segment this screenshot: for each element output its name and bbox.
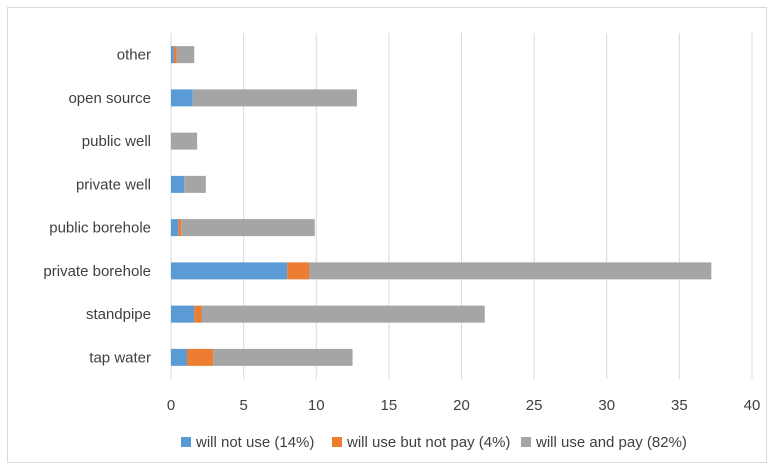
gridlines: [170, 33, 753, 379]
bar-private-borehole-series-1: [287, 262, 309, 280]
bar-standpipe-series-0: [171, 305, 195, 323]
bar-standpipe-series-1: [194, 305, 202, 323]
bar-public-borehole-series-0: [171, 219, 179, 237]
category-label-1: standpipe: [86, 306, 151, 323]
legend-swatch-1: [332, 437, 342, 447]
x-tick-label-5: 25: [526, 397, 543, 414]
chart-area: [7, 7, 767, 463]
bar-tap-water-series-2: [213, 348, 353, 366]
bars: [171, 46, 712, 366]
x-tick-label-0: 0: [167, 397, 175, 414]
category-label-5: public well: [82, 133, 151, 150]
legend: will not use (14%) will use but not pay (…: [181, 434, 687, 451]
category-label-4: private well: [76, 176, 151, 193]
bar-tap-water-series-0: [171, 348, 187, 366]
x-tick-label-7: 35: [671, 397, 688, 414]
bar-private-well-series-0: [171, 175, 185, 193]
x-tick-label-2: 10: [308, 397, 325, 414]
legend-label-2: will use and pay (82%): [535, 434, 687, 451]
legend-label-1: will use but not pay (4%): [346, 434, 510, 451]
bar-standpipe-series-2: [201, 305, 485, 323]
x-tick-label-6: 30: [598, 397, 615, 414]
bar-other-series-1: [173, 46, 177, 64]
legend-label-0: will not use (14%): [195, 434, 314, 451]
x-tick-label-1: 5: [239, 397, 247, 414]
x-tick-label-8: 40: [744, 397, 761, 414]
category-label-0: tap water: [89, 349, 151, 366]
category-label-6: open source: [68, 90, 151, 107]
bar-tap-water-series-1: [186, 348, 214, 366]
bar-other-series-0: [171, 46, 174, 64]
bar-open-source-series-0: [171, 89, 193, 107]
legend-swatch-2: [521, 437, 531, 447]
category-label-3: public borehole: [49, 220, 151, 237]
bar-public-well-series-2: [171, 132, 198, 150]
bar-public-borehole-series-2: [181, 219, 315, 237]
bar-public-borehole-series-1: [178, 219, 182, 237]
bar-open-source-series-2: [192, 89, 357, 107]
bar-other-series-2: [176, 46, 195, 64]
category-labels: tap water standpipe private borehole public…: [43, 47, 151, 367]
bar-private-well-series-2: [184, 175, 206, 193]
bar-private-borehole-series-2: [308, 262, 712, 280]
category-label-7: other: [117, 47, 151, 64]
x-axis-tick-labels: 0 5 10 15 20 25 30 35 40: [167, 397, 761, 414]
legend-swatch-0: [181, 437, 191, 447]
x-tick-label-4: 20: [453, 397, 470, 414]
x-tick-label-3: 15: [381, 397, 398, 414]
category-label-2: private borehole: [43, 263, 151, 280]
bar-private-borehole-series-0: [171, 262, 288, 280]
